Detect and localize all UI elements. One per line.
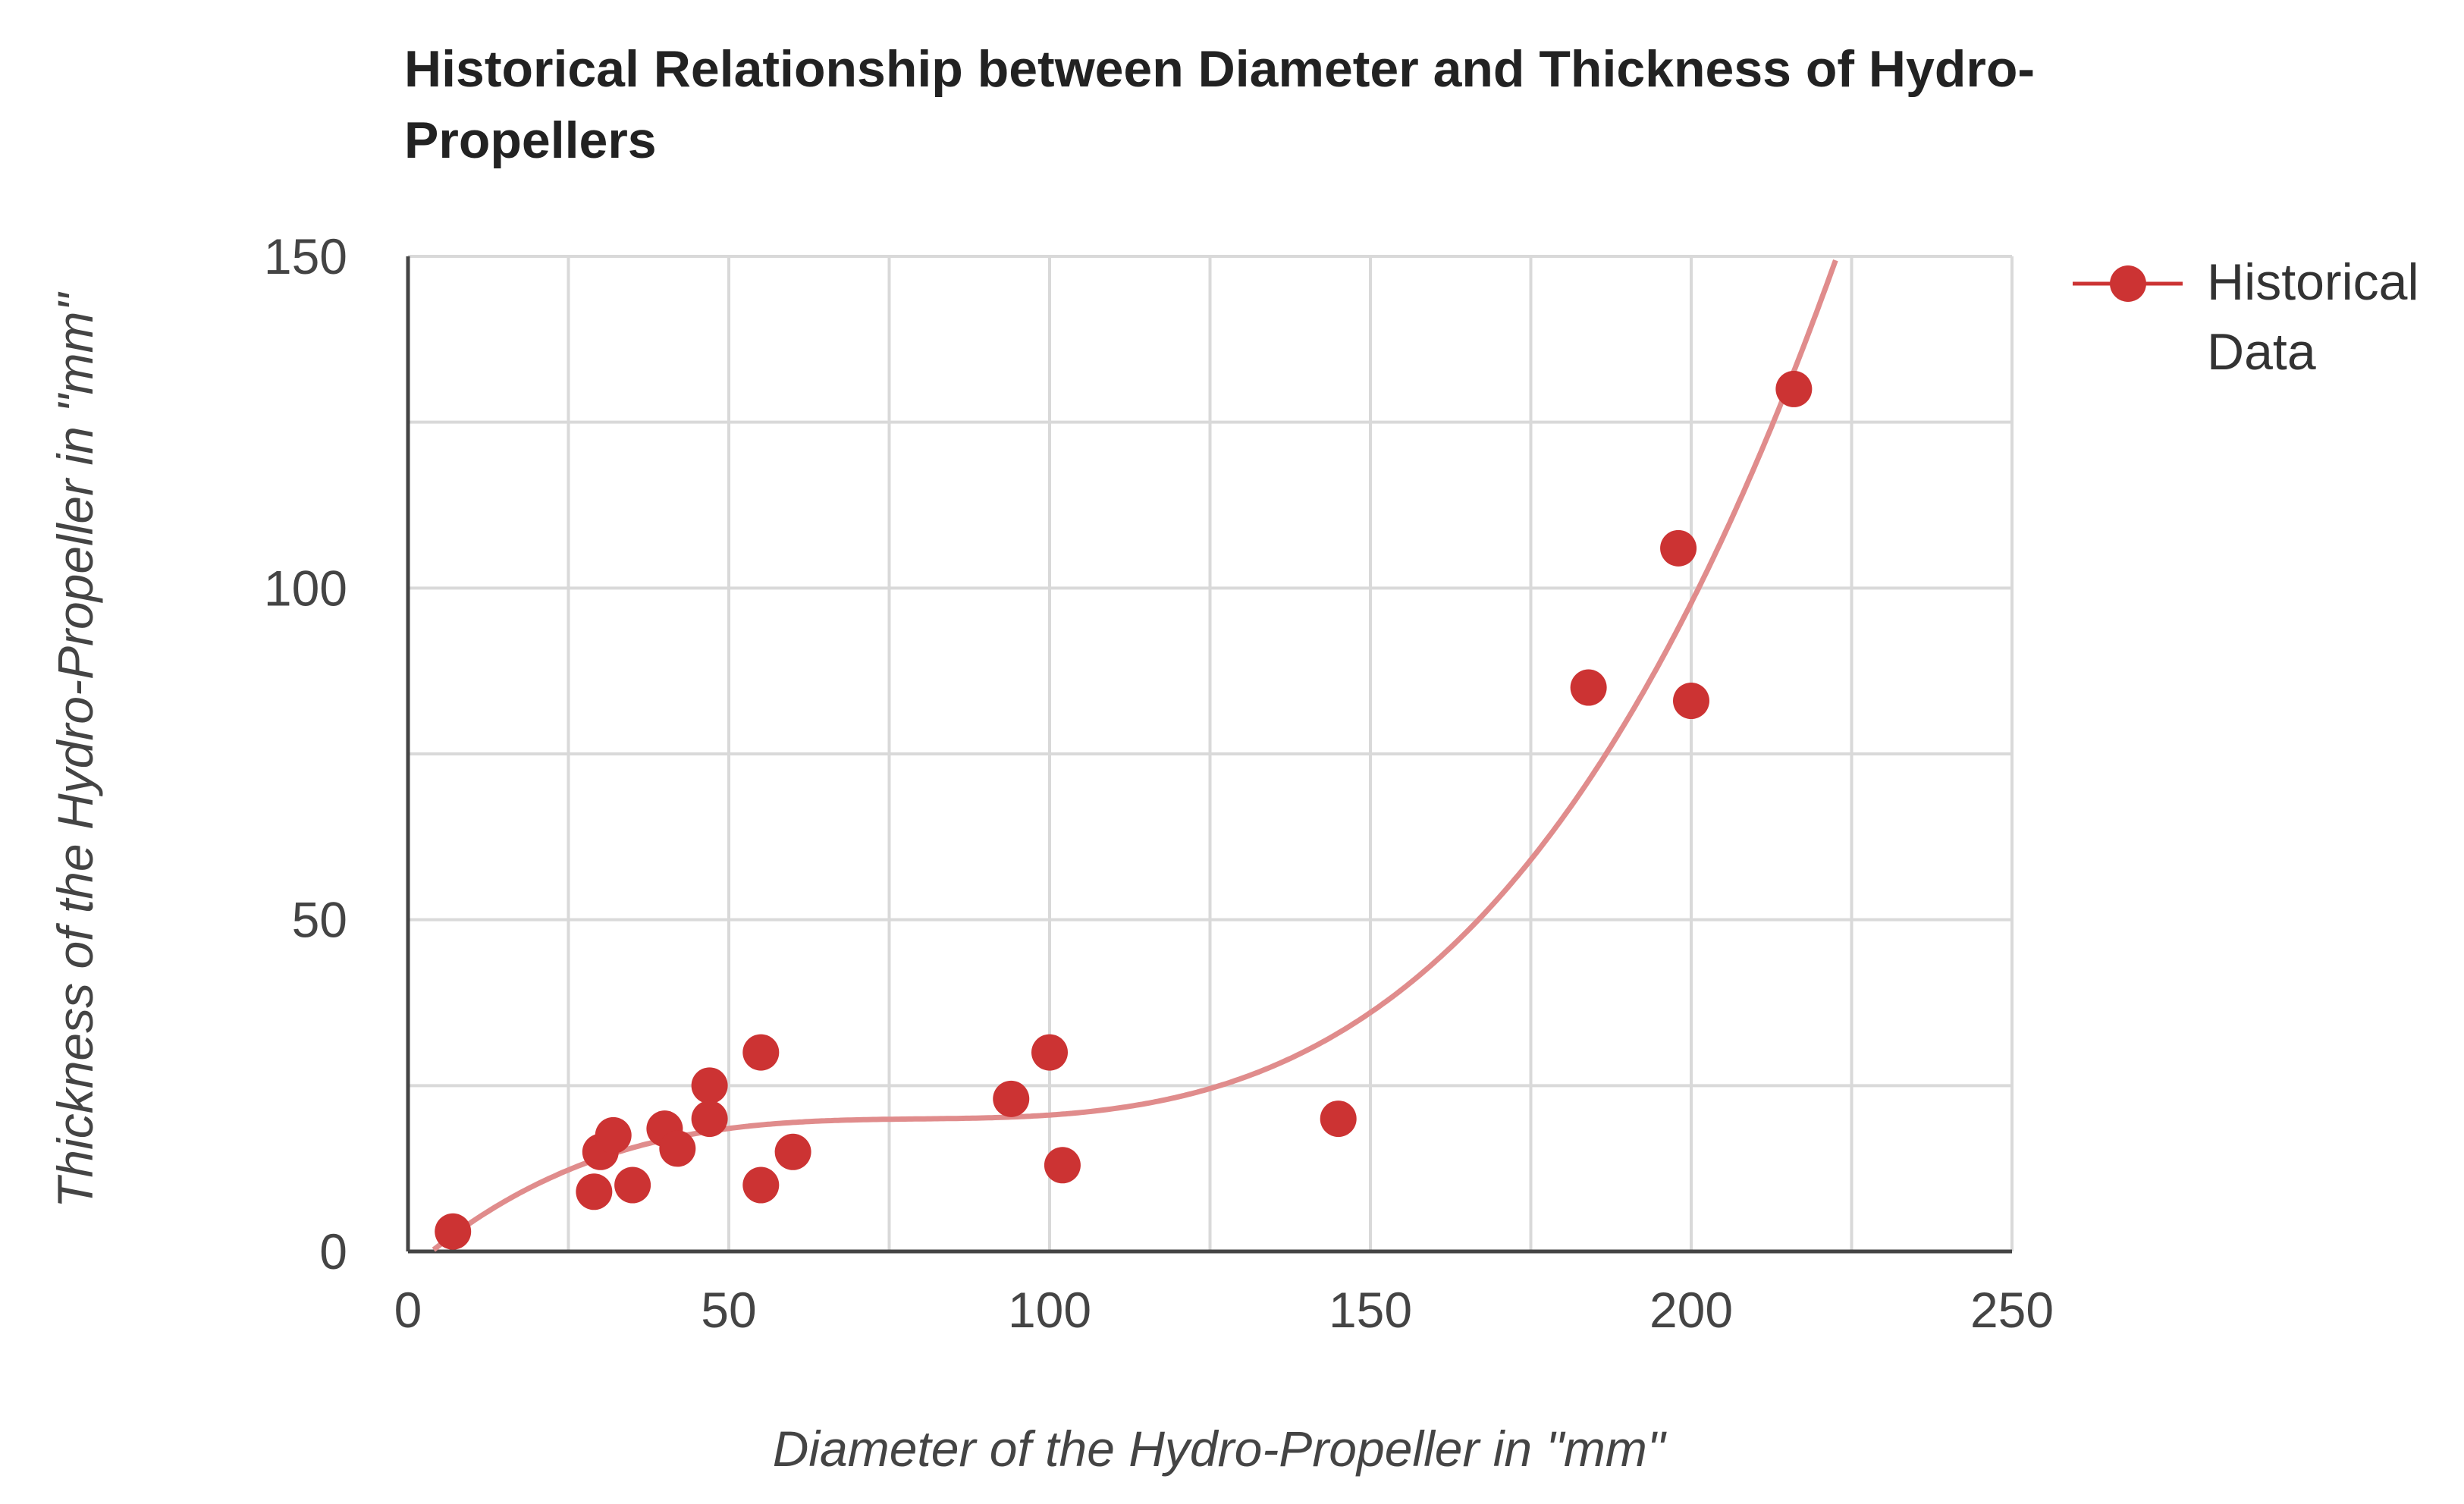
data-point [1775, 370, 1813, 407]
data-point [659, 1130, 696, 1167]
legend-marker [2110, 265, 2146, 302]
data-point [576, 1173, 613, 1210]
data-point [742, 1166, 780, 1204]
data-point [1570, 669, 1607, 706]
x-tick-label: 100 [1008, 1282, 1091, 1338]
legend-label: Data [2207, 323, 2316, 381]
data-point [691, 1101, 728, 1138]
axes [406, 256, 2012, 1254]
data-point [1320, 1101, 1357, 1138]
data-point [691, 1067, 728, 1104]
data-point [1673, 683, 1709, 720]
legend-label: Historical [2207, 253, 2419, 311]
x-tick-label: 50 [701, 1282, 756, 1338]
chart-title: Historical Relationship between Diameter… [404, 40, 2036, 169]
data-point [1031, 1034, 1068, 1071]
x-tick-label: 250 [1970, 1282, 2054, 1338]
x-axis-label: Diameter of the Hydro-Propeller in "mm" [773, 1421, 1667, 1477]
tick-labels: 0 50 100 150 200 250 0 50 100 150 [264, 228, 2054, 1338]
x-tick-label: 200 [1649, 1282, 1733, 1338]
data-point [435, 1213, 472, 1250]
legend[interactable]: Historical Data [2073, 253, 2419, 381]
data-point [774, 1133, 811, 1170]
y-tick-label: 100 [264, 560, 347, 616]
x-tick-label: 150 [1329, 1282, 1412, 1338]
y-tick-label: 0 [319, 1223, 347, 1279]
y-axis-label: Thickness of the Hydro-Propeller in "mm" [47, 291, 103, 1207]
data-point [614, 1166, 651, 1204]
y-tick-label: 50 [292, 892, 347, 948]
x-tick-label: 0 [394, 1282, 422, 1338]
gridlines [406, 255, 2014, 1253]
data-point [993, 1080, 1030, 1117]
data-point [1660, 529, 1697, 567]
data-point [595, 1116, 632, 1154]
data-points [435, 370, 1813, 1250]
data-point [742, 1034, 780, 1071]
data-point [1044, 1147, 1081, 1184]
y-tick-label: 150 [264, 228, 347, 284]
